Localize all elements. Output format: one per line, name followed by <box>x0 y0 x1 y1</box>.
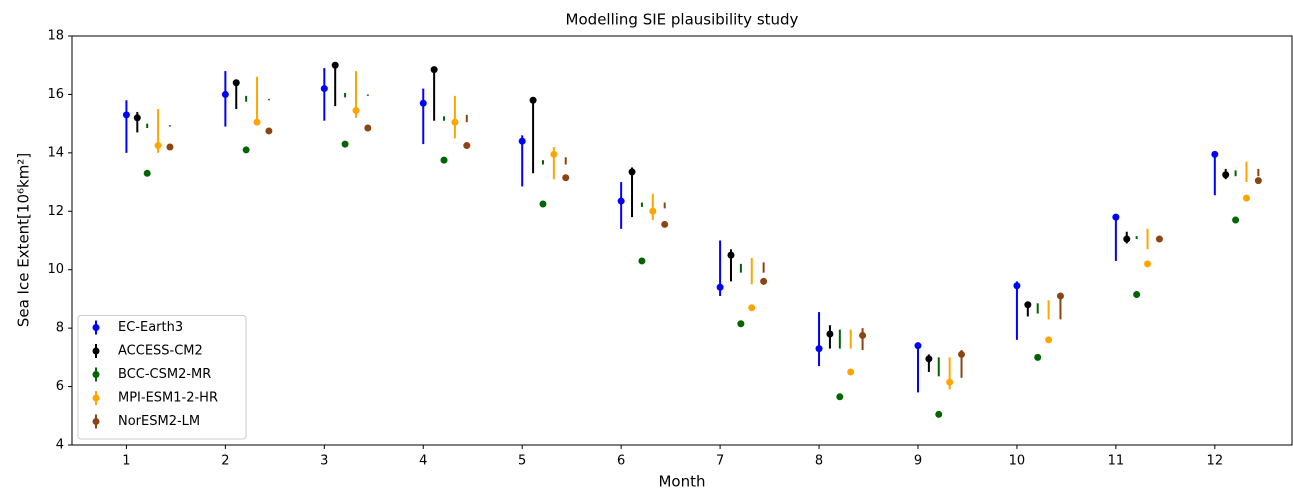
legend-label: BCC-CSM2-MR <box>118 367 211 382</box>
y-tick-label: 4 <box>56 438 64 453</box>
y-tick-label: 8 <box>56 321 64 336</box>
y-tick-label: 6 <box>56 379 64 394</box>
point <box>748 304 756 312</box>
point <box>430 66 438 74</box>
point <box>1034 353 1042 361</box>
point <box>847 368 855 376</box>
point <box>836 393 844 401</box>
point <box>550 150 558 158</box>
x-tick-label: 7 <box>716 454 724 469</box>
point <box>628 168 636 176</box>
point <box>1123 235 1131 243</box>
point <box>815 345 823 353</box>
point <box>946 378 954 386</box>
point <box>419 99 427 107</box>
point <box>221 90 229 98</box>
point <box>1254 177 1262 185</box>
x-tick-label: 4 <box>419 454 427 469</box>
x-tick-label: 8 <box>815 454 823 469</box>
point <box>727 251 735 259</box>
y-tick-label: 10 <box>47 262 64 277</box>
point <box>1155 235 1163 243</box>
y-tick-label: 18 <box>47 29 64 44</box>
point <box>925 355 933 363</box>
point <box>539 200 547 208</box>
point <box>463 142 471 150</box>
x-tick-label: 6 <box>617 454 625 469</box>
point <box>341 140 349 148</box>
point <box>242 146 250 154</box>
point <box>760 277 768 285</box>
chart-title: Modelling SIE plausibility study <box>566 11 799 29</box>
point <box>352 106 360 114</box>
x-tick-label: 1 <box>122 454 130 469</box>
point <box>154 142 162 150</box>
point <box>661 220 669 228</box>
legend-swatch-dot <box>92 371 100 378</box>
point <box>364 124 372 132</box>
x-tick-label: 12 <box>1207 454 1224 469</box>
x-tick-label: 10 <box>1009 454 1026 469</box>
legend-swatch-dot <box>92 324 100 331</box>
point <box>253 118 261 126</box>
point <box>529 96 537 104</box>
point <box>518 137 526 145</box>
point <box>1232 216 1240 224</box>
point <box>166 143 174 151</box>
point <box>562 174 570 182</box>
point <box>451 118 459 126</box>
point <box>1056 292 1064 300</box>
legend-label: ACCESS-CM2 <box>118 344 203 359</box>
point <box>914 342 922 350</box>
point <box>1112 213 1120 221</box>
point <box>737 320 745 328</box>
point <box>617 197 625 205</box>
y-tick-label: 16 <box>47 87 64 102</box>
y-tick-label: 12 <box>47 204 64 219</box>
point <box>935 410 943 418</box>
x-tick-label: 2 <box>221 454 229 469</box>
point <box>859 331 867 339</box>
legend-label: EC-Earth3 <box>118 320 183 335</box>
point <box>1024 301 1032 309</box>
y-axis-label: Sea Ice Extent[10⁶km²] <box>15 153 33 327</box>
legend-swatch-dot <box>92 347 100 355</box>
x-tick-label: 11 <box>1108 454 1125 469</box>
point <box>1013 282 1021 290</box>
point <box>1211 150 1219 158</box>
point <box>133 114 141 122</box>
point <box>143 169 151 177</box>
point <box>1242 194 1250 202</box>
point <box>1144 260 1152 268</box>
x-axis-label: Month <box>658 473 705 490</box>
legend-box <box>77 315 247 440</box>
point <box>649 207 657 215</box>
point <box>1133 291 1141 299</box>
point <box>958 350 966 358</box>
point <box>1222 171 1230 179</box>
plot-frame <box>71 35 1293 446</box>
point <box>331 61 339 69</box>
point <box>716 283 724 291</box>
point <box>826 330 834 338</box>
legend-swatch-dot <box>92 418 100 425</box>
legend-label: MPI-ESM1-2-HR <box>118 391 218 406</box>
point <box>320 85 328 93</box>
point <box>265 127 273 135</box>
point <box>440 156 448 164</box>
legend-label: NorESM2-LM <box>118 414 200 429</box>
x-tick-label: 9 <box>914 454 922 469</box>
point <box>122 111 130 119</box>
x-tick-label: 5 <box>518 454 526 469</box>
y-tick-label: 14 <box>47 145 64 160</box>
x-tick-label: 3 <box>320 454 328 469</box>
point <box>638 257 646 265</box>
legend-swatch-dot <box>92 394 100 402</box>
point <box>1045 336 1053 344</box>
point <box>232 79 240 87</box>
